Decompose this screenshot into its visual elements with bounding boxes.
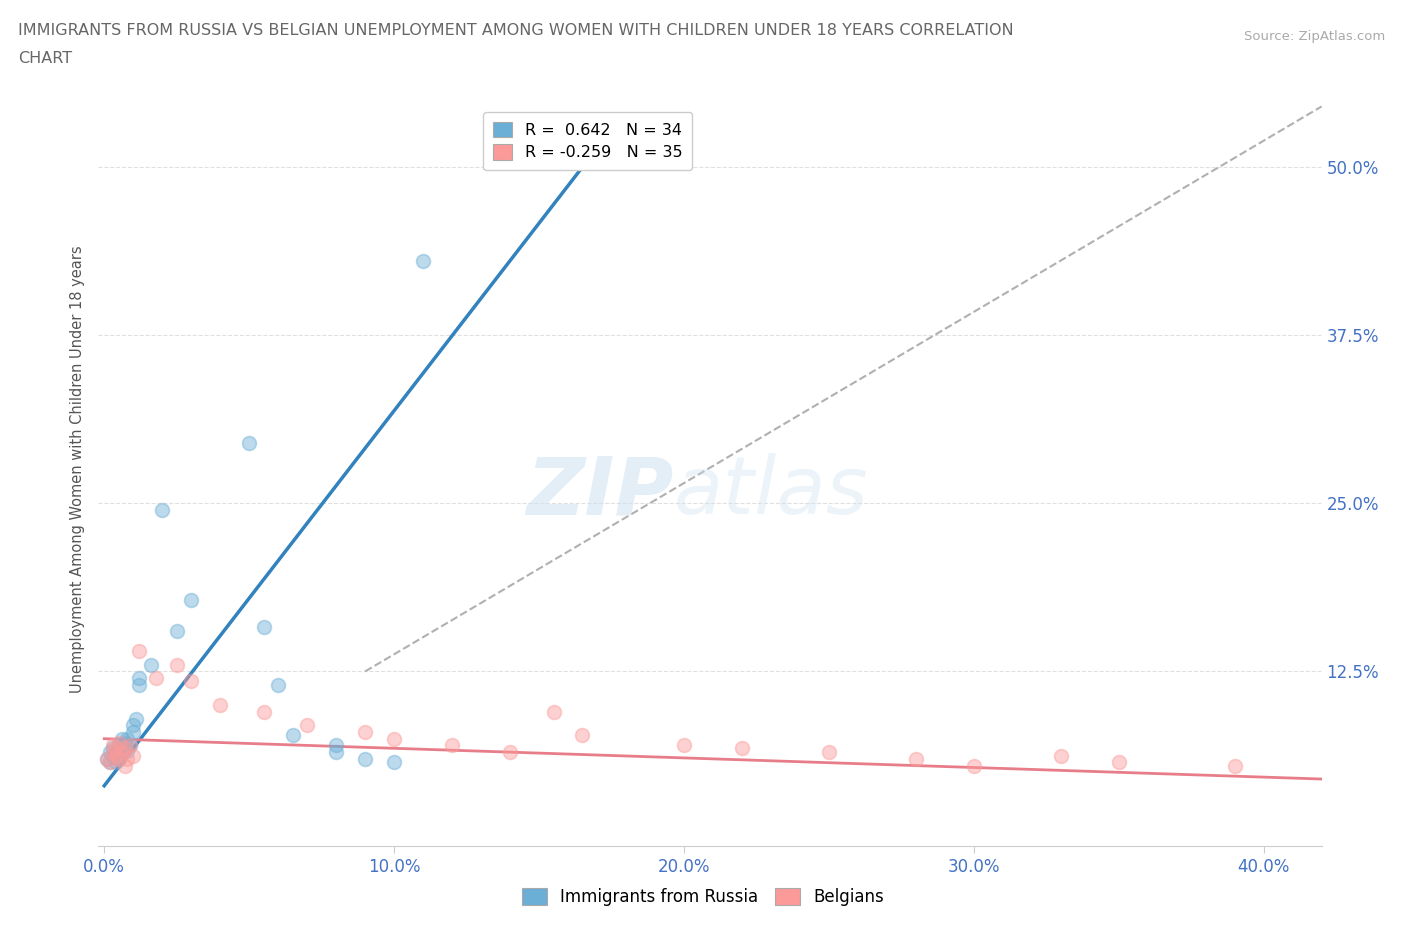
- Point: [107, 736, 129, 751]
- Point: [101, 745, 124, 760]
- Point: [139, 658, 162, 672]
- Point: [96, 751, 118, 766]
- Point: [98, 745, 121, 760]
- Point: [122, 718, 145, 733]
- Point: [101, 749, 124, 764]
- Legend: Immigrants from Russia, Belgians: Immigrants from Russia, Belgians: [515, 881, 891, 912]
- Point: [150, 502, 173, 517]
- Point: [267, 677, 290, 692]
- Point: [354, 724, 377, 739]
- Text: ZIP: ZIP: [526, 453, 673, 531]
- Point: [104, 754, 127, 769]
- Point: [128, 671, 150, 685]
- Point: [441, 738, 464, 753]
- Text: atlas: atlas: [673, 453, 868, 531]
- Point: [107, 751, 129, 766]
- Point: [114, 740, 136, 755]
- Point: [122, 724, 145, 739]
- Point: [117, 731, 139, 746]
- Point: [101, 740, 124, 755]
- Point: [117, 743, 139, 758]
- Point: [253, 619, 276, 634]
- Point: [281, 727, 304, 742]
- Text: CHART: CHART: [18, 51, 72, 66]
- Point: [382, 754, 405, 769]
- Point: [238, 435, 260, 450]
- Point: [1108, 754, 1130, 769]
- Point: [114, 758, 136, 773]
- Point: [114, 736, 136, 751]
- Point: [120, 738, 142, 753]
- Point: [98, 754, 121, 769]
- Point: [110, 745, 132, 760]
- Point: [382, 731, 405, 746]
- Point: [125, 711, 148, 726]
- Point: [98, 754, 121, 769]
- Point: [963, 758, 986, 773]
- Point: [295, 718, 318, 733]
- Point: [145, 671, 167, 685]
- Point: [412, 254, 434, 269]
- Point: [180, 673, 202, 688]
- Point: [120, 738, 142, 753]
- Point: [818, 745, 841, 760]
- Point: [571, 727, 593, 742]
- Point: [114, 740, 136, 755]
- Point: [104, 749, 127, 764]
- Point: [1223, 758, 1246, 773]
- Point: [128, 644, 150, 658]
- Point: [96, 751, 118, 766]
- Y-axis label: Unemployment Among Women with Children Under 18 years: Unemployment Among Women with Children U…: [70, 246, 86, 694]
- Text: IMMIGRANTS FROM RUSSIA VS BELGIAN UNEMPLOYMENT AMONG WOMEN WITH CHILDREN UNDER 1: IMMIGRANTS FROM RUSSIA VS BELGIAN UNEMPL…: [18, 23, 1014, 38]
- Point: [166, 658, 188, 672]
- Legend: R =  0.642   N = 34, R = -0.259   N = 35: R = 0.642 N = 34, R = -0.259 N = 35: [484, 113, 692, 170]
- Point: [128, 677, 150, 692]
- Point: [209, 698, 232, 712]
- Point: [354, 751, 377, 766]
- Point: [110, 745, 132, 760]
- Point: [104, 746, 127, 761]
- Point: [731, 740, 754, 755]
- Point: [904, 751, 927, 766]
- Point: [1049, 749, 1071, 764]
- Point: [325, 738, 347, 753]
- Point: [104, 740, 127, 755]
- Text: Source: ZipAtlas.com: Source: ZipAtlas.com: [1244, 30, 1385, 43]
- Point: [543, 704, 565, 719]
- Point: [101, 738, 124, 753]
- Point: [499, 745, 522, 760]
- Point: [325, 745, 347, 760]
- Point: [110, 731, 132, 746]
- Point: [672, 738, 695, 753]
- Point: [122, 749, 145, 764]
- Point: [253, 704, 276, 719]
- Point: [180, 592, 202, 607]
- Point: [107, 751, 129, 766]
- Point: [117, 751, 139, 766]
- Point: [166, 624, 188, 639]
- Point: [107, 738, 129, 753]
